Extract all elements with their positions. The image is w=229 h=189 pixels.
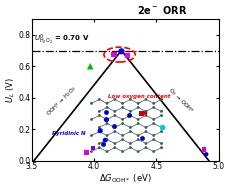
Point: [103, 139, 107, 142]
Text: Low oxygen content: Low oxygen content: [108, 94, 170, 99]
Point: [126, 54, 129, 57]
Text: 2e$^-$ ORR: 2e$^-$ ORR: [137, 4, 188, 16]
Point: [112, 53, 116, 56]
Point: [88, 65, 92, 68]
Point: [161, 126, 164, 129]
Point: [202, 148, 206, 151]
Text: O$_2$ $\rightarrow$ OOH*: O$_2$ $\rightarrow$ OOH*: [166, 86, 196, 116]
Point: [105, 118, 108, 121]
X-axis label: $\Delta G_{\mathrm{OOH*}}$ (eV): $\Delta G_{\mathrm{OOH*}}$ (eV): [99, 172, 152, 185]
Text: OOH* $\rightarrow$ H$_2$O$_2$: OOH* $\rightarrow$ H$_2$O$_2$: [45, 84, 79, 118]
Point: [139, 112, 143, 115]
Point: [85, 151, 88, 154]
Text: $U^0_{\mathrm{H_2O_2}}$ = 0.70 V: $U^0_{\mathrm{H_2O_2}}$ = 0.70 V: [34, 33, 90, 46]
Point: [120, 50, 123, 53]
Text: Pyridinic N: Pyridinic N: [52, 131, 86, 136]
Point: [98, 129, 102, 132]
Y-axis label: $U_L$ (V): $U_L$ (V): [4, 77, 17, 103]
Point: [91, 146, 95, 149]
Point: [204, 153, 208, 156]
